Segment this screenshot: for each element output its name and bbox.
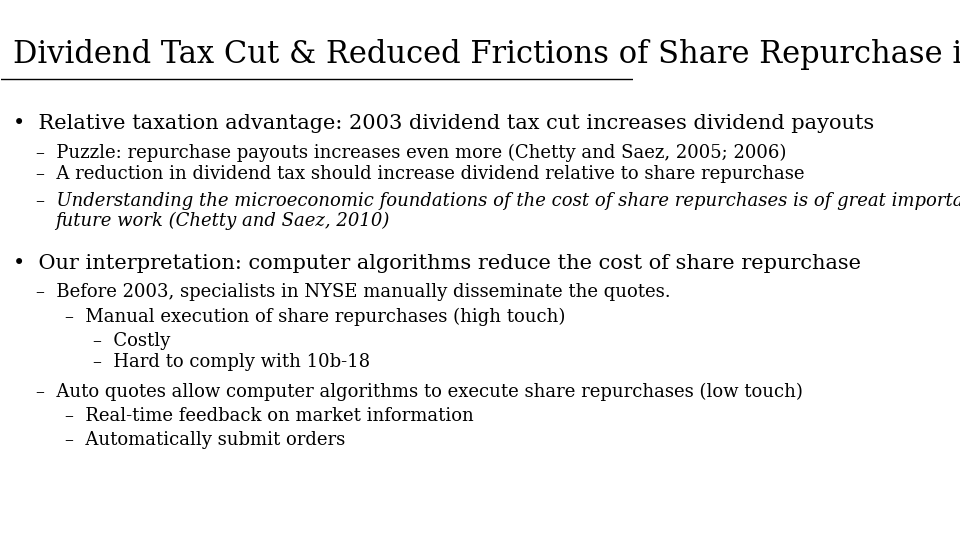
Text: –  Understanding the microeconomic foundations of the cost of share repurchases : – Understanding the microeconomic founda… (36, 192, 960, 210)
Text: –  Hard to comply with 10b-18: – Hard to comply with 10b-18 (93, 353, 370, 372)
Text: –  Auto quotes allow computer algorithms to execute share repurchases (low touch: – Auto quotes allow computer algorithms … (36, 383, 803, 401)
Text: –  Manual execution of share repurchases (high touch): – Manual execution of share repurchases … (64, 308, 564, 326)
Text: •  Our interpretation: computer algorithms reduce the cost of share repurchase: • Our interpretation: computer algorithm… (12, 254, 861, 273)
Text: future work (Chetty and Saez, 2010): future work (Chetty and Saez, 2010) (55, 212, 390, 230)
Text: –  Before 2003, specialists in NYSE manually disseminate the quotes.: – Before 2003, specialists in NYSE manua… (36, 284, 671, 301)
Text: •  Relative taxation advantage: 2003 dividend tax cut increases dividend payouts: • Relative taxation advantage: 2003 divi… (12, 114, 874, 133)
Text: –  Puzzle: repurchase payouts increases even more (Chetty and Saez, 2005; 2006): – Puzzle: repurchase payouts increases e… (36, 144, 786, 162)
Text: –  A reduction in dividend tax should increase dividend relative to share repurc: – A reduction in dividend tax should inc… (36, 165, 804, 183)
Text: –  Automatically submit orders: – Automatically submit orders (64, 431, 345, 449)
Text: –  Costly: – Costly (93, 332, 170, 350)
Text: Dividend Tax Cut & Reduced Frictions of Share Repurchase in 2003: Dividend Tax Cut & Reduced Frictions of … (12, 39, 960, 70)
Text: –  Real-time feedback on market information: – Real-time feedback on market informati… (64, 407, 473, 425)
